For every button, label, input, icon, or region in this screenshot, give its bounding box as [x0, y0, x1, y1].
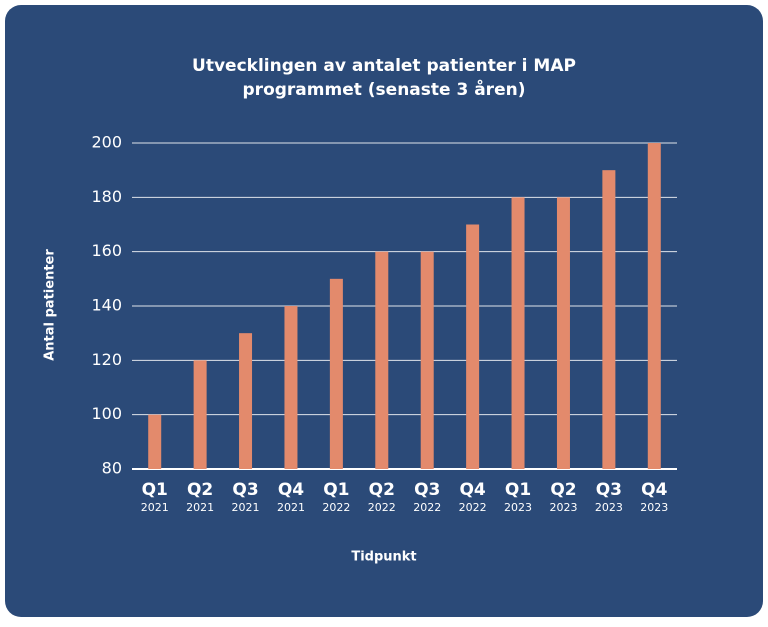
bar	[647, 143, 661, 469]
x-tick-label: Q2	[187, 480, 213, 500]
bar	[329, 278, 343, 469]
x-tick-sublabel: 2023	[640, 501, 668, 514]
x-tick-sublabel: 2023	[549, 501, 577, 514]
bar	[239, 333, 253, 469]
x-tick-sublabel: 2022	[368, 501, 396, 514]
x-tick-label: Q4	[459, 480, 485, 500]
x-axis-label: Tidpunkt	[351, 550, 416, 565]
x-tick-label: Q3	[414, 480, 440, 500]
x-tick-sublabel: 2023	[504, 501, 532, 514]
y-tick-label: 100	[91, 404, 122, 423]
bar	[466, 224, 480, 469]
y-tick-label: 200	[91, 133, 122, 152]
y-axis-label: Antal patienter	[43, 249, 58, 361]
x-tick-label: Q1	[323, 480, 349, 500]
x-tick-label: Q3	[596, 480, 622, 500]
x-tick-sublabel: 2021	[232, 501, 260, 514]
y-tick-label: 120	[91, 350, 122, 369]
bar	[148, 414, 162, 469]
x-tick-sublabel: 2023	[595, 501, 623, 514]
x-tick-label: Q2	[550, 480, 576, 500]
y-tick-label: 160	[91, 241, 122, 260]
bar	[284, 306, 298, 469]
chart-title: programmet (senaste 3 åren)	[243, 78, 526, 100]
x-tick-sublabel: 2022	[459, 501, 487, 514]
bar	[511, 197, 525, 470]
x-tick-label: Q1	[142, 480, 168, 500]
chart-title: Utvecklingen av antalet patienter i MAP	[192, 56, 576, 76]
x-tick-sublabel: 2021	[186, 501, 214, 514]
bar	[602, 170, 616, 469]
x-tick-label: Q4	[278, 480, 304, 500]
y-tick-label: 140	[91, 296, 122, 315]
bar	[420, 251, 434, 469]
x-tick-label: Q4	[641, 480, 667, 500]
x-tick-label: Q3	[232, 480, 258, 500]
x-tick-sublabel: 2022	[413, 501, 441, 514]
bar	[556, 197, 570, 470]
x-tick-sublabel: 2021	[141, 501, 169, 514]
bar	[375, 251, 389, 469]
x-tick-label: Q2	[369, 480, 395, 500]
x-tick-label: Q1	[505, 480, 531, 500]
x-tick-sublabel: 2022	[322, 501, 350, 514]
x-tick-sublabel: 2021	[277, 501, 305, 514]
bar	[193, 360, 207, 469]
y-tick-label: 80	[102, 459, 122, 478]
y-tick-label: 180	[91, 187, 122, 206]
